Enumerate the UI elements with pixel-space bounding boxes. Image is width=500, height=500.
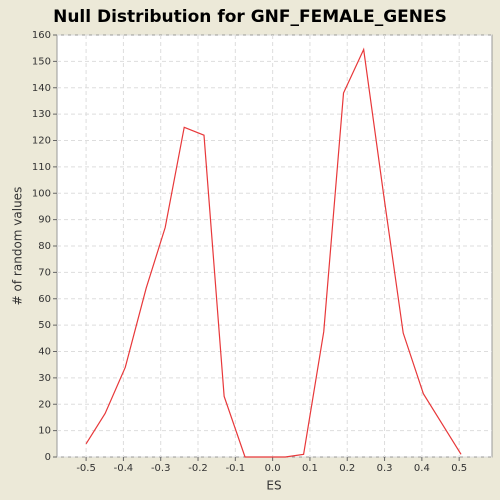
x-tick-label: 0.2 — [339, 463, 355, 474]
y-tick-label: 30 — [38, 373, 51, 384]
y-tick-label: 120 — [32, 136, 51, 147]
x-axis-label: ES — [266, 479, 281, 493]
y-tick-label: 160 — [32, 30, 51, 41]
y-tick-label: 80 — [38, 241, 51, 252]
y-tick-label: 20 — [38, 399, 51, 410]
y-tick-label: 60 — [38, 294, 51, 305]
y-tick-label: 110 — [32, 162, 51, 173]
line — [85, 47, 462, 458]
y-tick-label: 150 — [32, 56, 51, 67]
y-tick-label: 130 — [32, 109, 51, 120]
x-tick-label: 0.5 — [451, 463, 467, 474]
x-tick-label: 0.0 — [265, 463, 281, 474]
y-tick-label: 0 — [45, 452, 51, 463]
x-tick-label: 0.4 — [414, 463, 430, 474]
x-tick-label: -0.4 — [114, 463, 134, 474]
x-tick-label: -0.5 — [76, 463, 96, 474]
x-tick-label: -0.3 — [151, 463, 171, 474]
y-tick-label: 100 — [32, 188, 51, 199]
y-tick-label: 50 — [38, 320, 51, 331]
x-tick-label: -0.1 — [226, 463, 246, 474]
y-tick-label: 70 — [38, 267, 51, 278]
chart-title: Null Distribution for GNF_FEMALE_GENES — [53, 7, 447, 27]
y-tick-label: 140 — [32, 83, 51, 94]
y-tick-label: 10 — [38, 426, 51, 437]
y-tick-label: 40 — [38, 347, 51, 358]
y-axis-label: # of random values — [11, 187, 25, 306]
x-tick-label: 0.3 — [377, 463, 393, 474]
y-tick-label: 90 — [38, 215, 51, 226]
x-tick-label: 0.1 — [302, 463, 318, 474]
x-tick-label: -0.2 — [188, 463, 208, 474]
